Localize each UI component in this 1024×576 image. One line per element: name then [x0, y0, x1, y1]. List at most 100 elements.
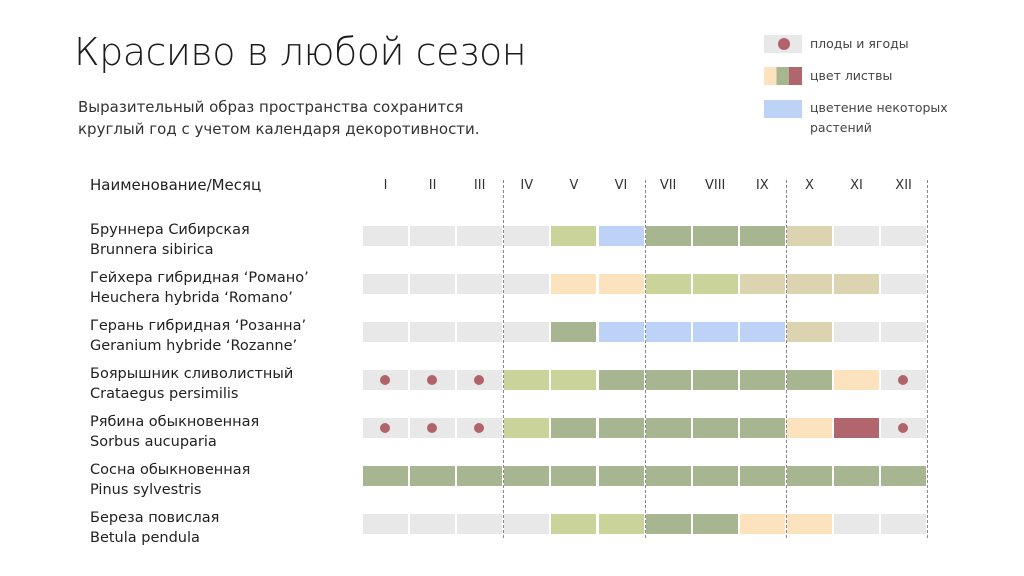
month-cell [786, 370, 832, 390]
month-cell [739, 466, 785, 486]
fruit-dot-icon [474, 423, 485, 433]
month-cell [786, 466, 832, 486]
month-cell [645, 418, 691, 438]
subtitle: Выразительный образ пространства сохрани… [78, 96, 498, 140]
month-cell [504, 226, 550, 246]
foliage-swatch-icon [764, 67, 802, 85]
month-cell [551, 274, 597, 294]
month-cell [504, 418, 550, 438]
quarter-divider [785, 180, 787, 538]
month-cell [363, 466, 408, 486]
fruit-dot-icon [474, 375, 485, 385]
month-cell [692, 418, 738, 438]
month-cell [504, 514, 550, 534]
plant-name-latin: Heuchera hybrida ‘Romano’ [90, 290, 293, 306]
month-cell [739, 514, 785, 534]
plant-name-latin: Geranium hybride ‘Rozanne’ [90, 338, 298, 354]
month-cell [786, 226, 832, 246]
fruit-dot-icon [427, 375, 438, 385]
plant-name: Гейхера гибридная ‘Романо’ Heuchera hybri… [90, 268, 309, 308]
month-cell [739, 226, 785, 246]
month-cell [598, 274, 644, 294]
month-cell [834, 274, 879, 294]
month-cell [786, 514, 832, 534]
month-cell [504, 322, 550, 342]
month-cell [834, 322, 879, 342]
month-cell [739, 274, 785, 294]
month-cell [645, 226, 691, 246]
month-cell [739, 370, 785, 390]
month-cell [410, 418, 456, 438]
month-cell [786, 274, 832, 294]
month-cell [692, 226, 738, 246]
month-cell [598, 514, 644, 534]
month-cell [598, 226, 644, 246]
plant-name: Береза повислая Betula pendula [90, 508, 219, 548]
month-cell [551, 514, 597, 534]
month-cell [551, 322, 597, 342]
month-cell [363, 226, 408, 246]
subtitle-line: круглый год с учетом календаря декоротив… [78, 120, 480, 138]
month-cell [598, 466, 644, 486]
month-cell [834, 226, 879, 246]
month-cell [410, 514, 456, 534]
month-cell [645, 514, 691, 534]
plant-name-ru: Береза повислая [90, 510, 220, 526]
month-cell [457, 514, 503, 534]
legend-fruit-swatch [764, 35, 802, 53]
month-cell [363, 322, 408, 342]
month-cell [551, 418, 597, 438]
month-cell [786, 418, 832, 438]
month-cell [551, 226, 597, 246]
bloom-swatch-icon [764, 100, 802, 118]
month-cell [834, 514, 879, 534]
month-cell [881, 322, 927, 342]
month-cell [457, 418, 503, 438]
plant-name: Сосна обыкновенная Pinus sylvestris [90, 460, 250, 500]
month-cell [645, 274, 691, 294]
plant-name-ru: Боярышник сливолистный [90, 366, 294, 382]
quarter-divider [927, 180, 929, 538]
month-cell [410, 370, 456, 390]
month-cell [504, 274, 550, 294]
plant-name-ru: Бруннера Сибирская [90, 222, 250, 238]
month-cell [645, 322, 691, 342]
month-cell [881, 418, 927, 438]
month-cell [457, 322, 503, 342]
month-cell [410, 226, 456, 246]
month-cell [410, 466, 456, 486]
month-label: I [383, 178, 388, 193]
month-label: XII [895, 178, 912, 193]
month-cell [692, 466, 738, 486]
legend-label: плоды и ягоды [810, 36, 909, 51]
month-cell [598, 370, 644, 390]
month-cell [598, 418, 644, 438]
month-cell [645, 370, 691, 390]
month-cell [881, 466, 927, 486]
month-cell [457, 274, 503, 294]
month-label: III [473, 178, 486, 193]
month-label: IV [520, 178, 534, 193]
page-title: Красиво в любой сезон [74, 30, 527, 74]
fruit-dot-icon [427, 423, 438, 433]
month-cell [410, 274, 456, 294]
month-cell [645, 466, 691, 486]
month-cell [457, 466, 503, 486]
plant-name: Бруннера Сибирская Brunnera sibirica [90, 220, 250, 260]
plant-name: Рябина обыкновенная Sorbus aucuparia [90, 412, 259, 452]
month-cell [692, 514, 738, 534]
plant-name: Боярышник сливолистный Crataegus persimil… [90, 364, 293, 404]
plant-name: Герань гибридная ‘Розанна’ Geranium hybri… [90, 316, 306, 356]
fruit-dot-icon [380, 423, 390, 433]
month-cell [551, 370, 597, 390]
plant-name-ru: Гейхера гибридная ‘Романо’ [90, 270, 309, 286]
plant-name-ru: Герань гибридная ‘Розанна’ [90, 318, 307, 334]
month-cell [457, 226, 503, 246]
plant-name-latin: Pinus sylvestris [90, 482, 202, 498]
month-cell [363, 514, 408, 534]
plant-name-latin: Crataegus persimilis [90, 386, 239, 402]
month-cell [504, 466, 550, 486]
subtitle-line: Выразительный образ пространства сохрани… [78, 98, 464, 116]
month-cell [598, 322, 644, 342]
month-cell [457, 370, 503, 390]
